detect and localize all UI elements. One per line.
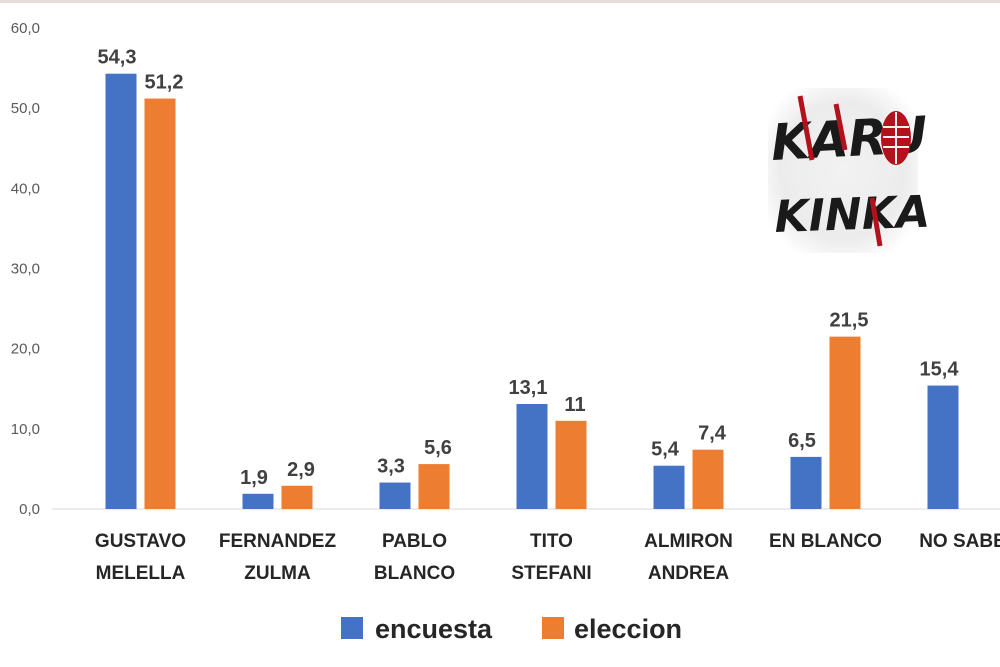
bar-eleccion [281, 485, 313, 509]
category-label: EN BLANCO [769, 531, 882, 552]
category-label: ANDREA [648, 563, 730, 584]
data-label-encuesta: 15,4 [920, 359, 960, 381]
data-label-encuesta: 13,1 [509, 377, 548, 399]
category-label: ZULMA [244, 563, 311, 584]
category-label: BLANCO [374, 563, 455, 584]
category-label: GUSTAVO [95, 531, 186, 552]
legend: encuesta eleccion [341, 614, 682, 644]
bar-encuesta [242, 493, 274, 509]
bars [105, 73, 959, 510]
data-label-encuesta: 54,3 [98, 47, 137, 69]
data-label-encuesta: 5,4 [651, 439, 680, 461]
bar-encuesta [790, 456, 822, 509]
legend-label-encuesta: encuesta [375, 614, 493, 644]
logo-red-strokes [797, 95, 883, 247]
bar-encuesta [927, 385, 959, 509]
bar-eleccion [692, 449, 724, 509]
data-labels: 54,3 51,2 1,9 2,9 3,3 5,6 13,1 11 5,4 7,4 6,5 21,5 1… [98, 47, 960, 489]
bar-eleccion [555, 420, 587, 509]
bar-encuesta [653, 465, 685, 509]
bar-encuesta [516, 403, 548, 509]
legend-swatch-encuesta [341, 617, 363, 639]
category-label: PABLO [382, 531, 447, 552]
y-tick-label: 50,0 [11, 100, 40, 117]
y-axis: 0,0 10,0 20,0 30,0 40,0 50,0 60,0 [11, 20, 40, 518]
data-label-encuesta: 3,3 [377, 456, 405, 478]
data-label-encuesta: 6,5 [788, 430, 816, 452]
y-tick-label: 10,0 [11, 421, 40, 438]
legend-swatch-eleccion [542, 617, 564, 639]
data-label-eleccion: 7,4 [698, 423, 727, 445]
category-label: MELELLA [96, 563, 186, 584]
bar-eleccion [418, 464, 450, 509]
y-tick-label: 40,0 [11, 180, 40, 197]
footprint-icon [881, 111, 911, 165]
y-tick-label: 20,0 [11, 341, 40, 358]
y-tick-label: 0,0 [19, 501, 40, 518]
data-label-eleccion: 11 [564, 394, 585, 416]
bar-eleccion [829, 336, 861, 509]
category-labels: GUSTAVO MELELLA FERNANDEZ ZULMA PABLO BLANCO T… [95, 531, 1000, 584]
bar-encuesta [105, 73, 137, 509]
data-label-eleccion: 5,6 [424, 437, 452, 459]
data-label-encuesta: 1,9 [240, 467, 268, 489]
bar-eleccion [144, 98, 176, 510]
category-label: TITO [530, 531, 573, 552]
category-label: ALMIRON [644, 531, 733, 552]
logo-line-2: KINKA [774, 187, 931, 243]
y-tick-label: 60,0 [11, 20, 40, 37]
data-label-eleccion: 51,2 [145, 72, 184, 94]
legend-label-eleccion: eleccion [574, 614, 682, 644]
category-label: NO SABE [919, 531, 1000, 552]
karukinka-logo: KARU KINKA [768, 88, 931, 253]
y-tick-label: 30,0 [11, 261, 40, 278]
category-label: STEFANI [511, 563, 591, 584]
bar-encuesta [379, 482, 411, 509]
data-label-eleccion: 21,5 [830, 310, 869, 332]
category-label: FERNANDEZ [219, 531, 337, 552]
data-label-eleccion: 2,9 [287, 459, 315, 481]
top-edge-strip [0, 0, 1000, 3]
